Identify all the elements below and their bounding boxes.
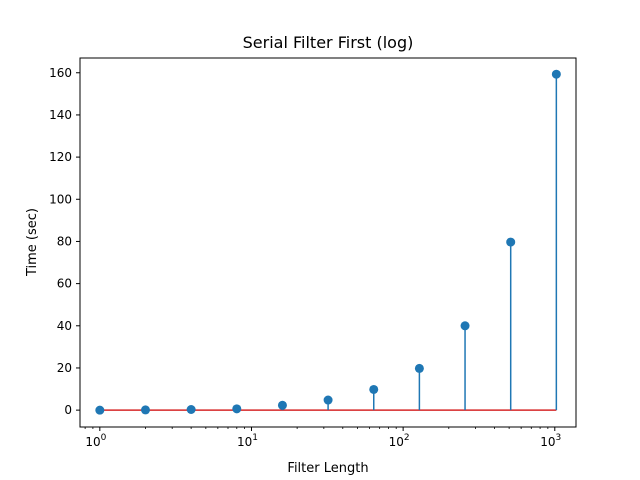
y-tick-label: 20 [57, 361, 72, 375]
x-axis-label: Filter Length [287, 461, 368, 476]
y-tick-label: 120 [49, 150, 72, 164]
axes-frame [79, 57, 577, 428]
data-point [323, 395, 333, 405]
data-point [460, 321, 470, 331]
data-point [369, 384, 379, 394]
y-tick-label: 40 [57, 319, 72, 333]
data-point [95, 405, 105, 415]
y-tick-label: 80 [57, 234, 72, 248]
data-point [277, 400, 287, 410]
x-tick-exponent: 1 [252, 433, 258, 443]
data-point [186, 404, 196, 414]
y-tick-label: 0 [64, 403, 72, 417]
chart-title: Serial Filter First (log) [243, 33, 414, 52]
x-tick-exponent: 3 [556, 433, 562, 443]
y-tick-label: 140 [49, 108, 72, 122]
data-point [506, 237, 516, 247]
y-axis-label: Time (sec) [25, 208, 40, 277]
data-point [414, 363, 424, 373]
y-tick-label: 60 [57, 277, 72, 291]
y-tick-label: 160 [49, 66, 72, 80]
x-tick-exponent: 0 [101, 433, 107, 443]
y-tick-label: 100 [49, 192, 72, 206]
data-point [140, 405, 150, 415]
x-tick-exponent: 2 [404, 433, 410, 443]
data-point [232, 404, 242, 414]
data-point [551, 69, 561, 79]
